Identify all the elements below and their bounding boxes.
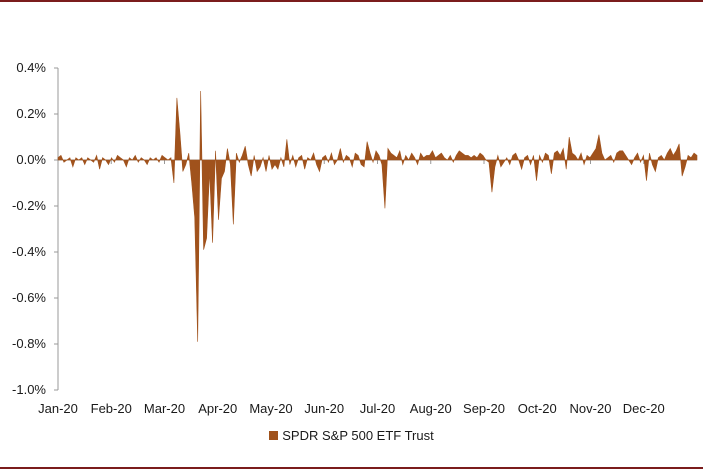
y-tick-label: 0.0% [16,152,46,167]
top-border-rule [0,0,703,2]
legend-swatch [269,431,279,440]
series-area-group [57,90,698,342]
y-tick-label: -1.0% [12,382,46,397]
x-tick-label: May-20 [249,401,292,416]
y-tick-label: -0.2% [12,198,46,213]
y-tick-label: 0.4% [16,60,46,75]
x-axis: Jan-20 Feb-20 Mar-20 Apr-20 May-20 Jun-20 Jul-… [38,159,697,416]
x-tick-label: Dec-20 [623,401,665,416]
y-axis: -1.0% -0.8% -0.6% -0.4% -0.2% 0.0% 0.2% 0.4% [12,60,59,397]
x-tick-label: Mar-20 [144,401,185,416]
x-tick-label: Oct-20 [518,401,557,416]
legend: SPDR S&P 500 ETF Trust [0,428,703,443]
x-tick-label: Feb-20 [91,401,132,416]
legend-label: SPDR S&P 500 ETF Trust [282,428,434,443]
x-tick-label: Sep-20 [463,401,505,416]
y-tick-label: -0.6% [12,290,46,305]
x-tick-label: Nov-20 [570,401,612,416]
x-tick-label: Jun-20 [304,401,344,416]
series-area [57,90,698,342]
x-tick-label: Apr-20 [198,401,237,416]
y-tick-label: -0.4% [12,244,46,259]
x-tick-label: Jul-20 [360,401,395,416]
x-tick-label: Aug-20 [410,401,452,416]
bottom-border-rule [0,467,703,469]
y-tick-label: -0.8% [12,336,46,351]
x-tick-label: Jan-20 [38,401,78,416]
y-tick-label: 0.2% [16,106,46,121]
